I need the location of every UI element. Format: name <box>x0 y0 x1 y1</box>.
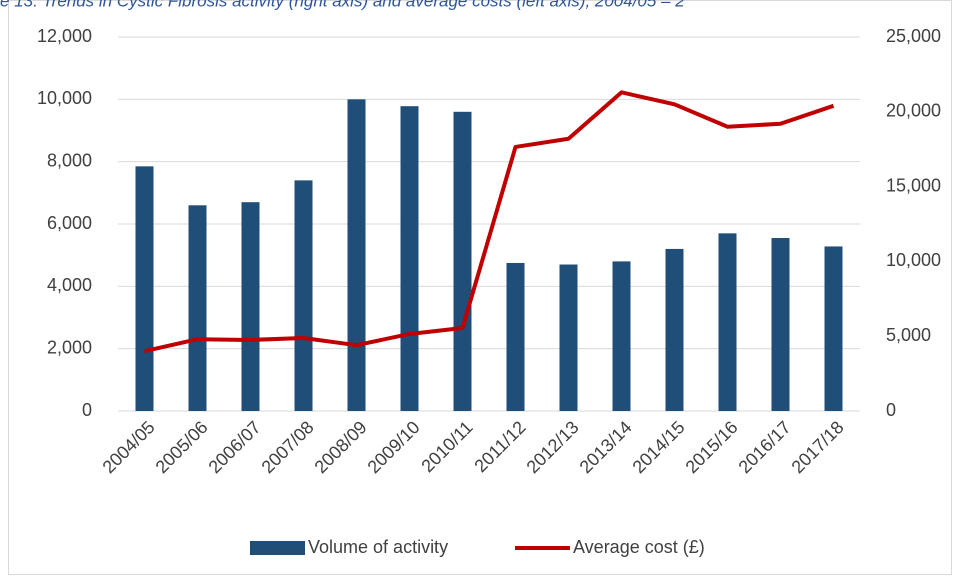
bar <box>771 238 790 411</box>
bar <box>559 264 578 411</box>
y-tick-label: 0 <box>82 400 92 420</box>
y-tick-label: 4,000 <box>47 275 92 295</box>
y2-tick-label: 25,000 <box>886 26 941 46</box>
y2-tick-label: 10,000 <box>886 250 941 270</box>
legend-label: Average cost (£) <box>573 537 705 557</box>
bar <box>188 205 207 411</box>
y-tick-label: 10,000 <box>37 88 92 108</box>
y-tick-label: 8,000 <box>47 150 92 170</box>
bar <box>612 261 631 411</box>
line <box>144 90 835 354</box>
bar <box>506 262 525 411</box>
chart-title: e 13: Trends in Cystic Fibrosis activity… <box>0 0 685 10</box>
chart-frame <box>8 0 952 575</box>
bar <box>294 180 313 411</box>
bar <box>824 246 843 411</box>
bar <box>718 233 737 411</box>
bar <box>241 202 260 411</box>
y2-tick-label: 5,000 <box>886 325 931 345</box>
y-tick-label: 12,000 <box>37 26 92 46</box>
bar <box>665 248 684 411</box>
y-tick-label: 2,000 <box>47 337 92 357</box>
y2-tick-label: 0 <box>886 400 896 420</box>
bar <box>400 106 419 411</box>
bar <box>453 111 472 412</box>
y-tick-label: 6,000 <box>47 213 92 233</box>
bar <box>347 99 366 411</box>
y2-tick-label: 15,000 <box>886 175 941 195</box>
y2-tick-label: 20,000 <box>886 101 941 121</box>
legend-label: Volume of activity <box>308 537 448 557</box>
legend-swatch <box>250 541 305 555</box>
bar <box>135 166 154 411</box>
